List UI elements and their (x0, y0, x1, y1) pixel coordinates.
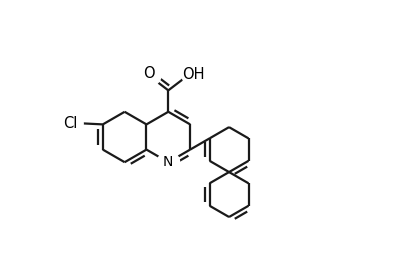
Text: O: O (143, 66, 155, 81)
Text: Cl: Cl (64, 116, 78, 131)
Text: N: N (163, 155, 174, 169)
Text: OH: OH (182, 67, 204, 82)
